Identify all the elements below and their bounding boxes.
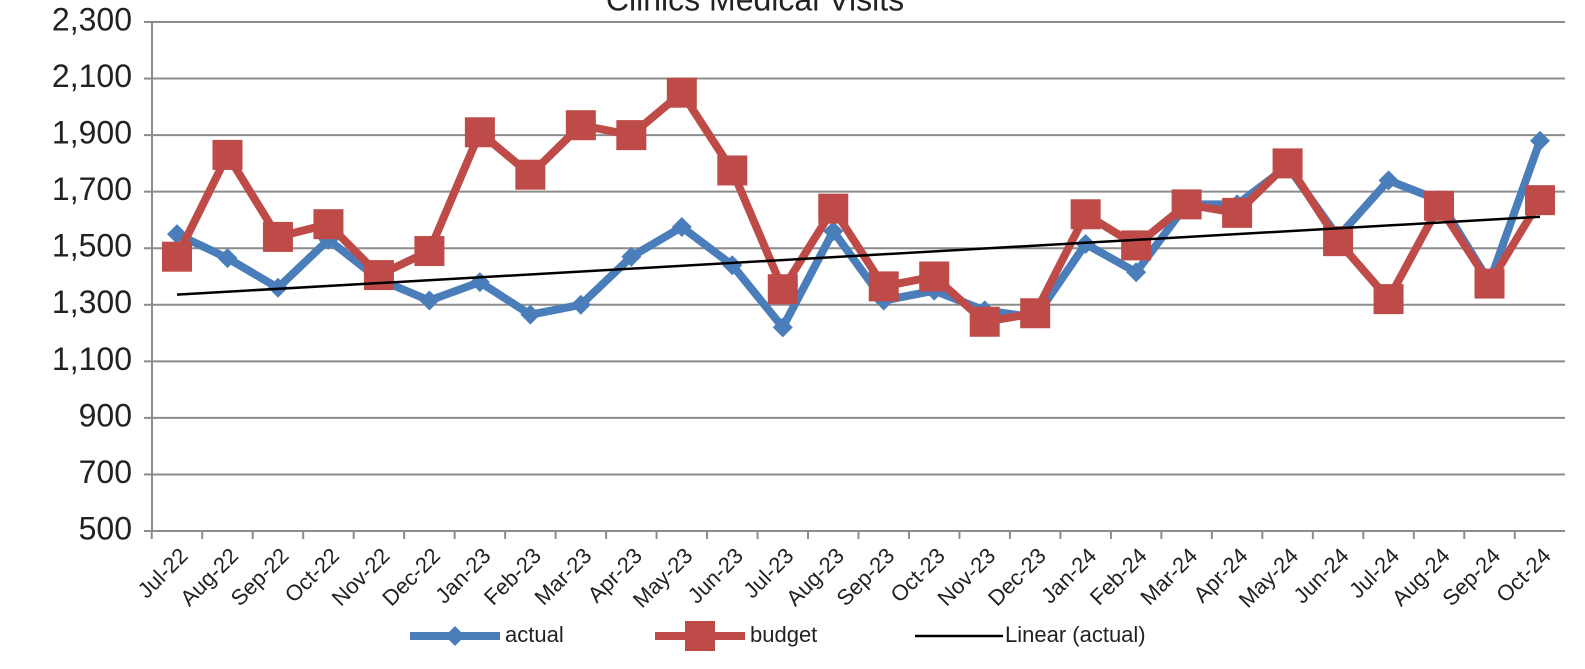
marker <box>1424 190 1455 221</box>
marker <box>313 209 344 240</box>
y-tick-label: 1,700 <box>52 171 132 207</box>
y-tick-label: 2,100 <box>52 58 132 94</box>
marker <box>666 77 697 108</box>
marker <box>621 246 642 267</box>
marker <box>262 221 293 252</box>
marker <box>520 304 541 325</box>
marker <box>1070 199 1101 230</box>
marker <box>616 120 647 151</box>
y-tick-label: 1,100 <box>52 341 132 377</box>
trendline <box>176 215 1541 296</box>
marker <box>1525 185 1555 216</box>
y-tick-label: 700 <box>79 454 132 490</box>
x-tick-label: Jun-23 <box>683 543 748 608</box>
marker <box>868 271 899 302</box>
marker <box>1373 284 1404 315</box>
legend-label: budget <box>750 622 817 647</box>
x-tick-label: Dec-23 <box>983 543 1051 611</box>
marker <box>1530 130 1550 151</box>
marker <box>767 274 798 305</box>
marker <box>1272 148 1303 179</box>
marker <box>1126 262 1147 283</box>
y-tick-label: 1,500 <box>52 228 132 264</box>
series-line <box>173 88 1544 326</box>
marker <box>1474 268 1505 299</box>
x-tick-label: Sep-24 <box>1437 543 1505 611</box>
marker <box>722 255 743 276</box>
marker <box>969 306 1000 337</box>
y-tick-label: 900 <box>79 397 132 433</box>
marker <box>772 317 793 338</box>
x-tick-label: Jun-24 <box>1288 543 1353 608</box>
legend-marker <box>685 621 715 651</box>
marker <box>717 155 748 186</box>
x-tick-label: Oct-24 <box>1491 543 1555 607</box>
y-tick-label: 500 <box>79 510 132 546</box>
marker <box>162 241 192 272</box>
legend-marker <box>445 626 465 646</box>
marker <box>1121 230 1152 261</box>
marker <box>414 236 445 267</box>
marker <box>1020 298 1051 329</box>
chart-title: Clinics Medical Visits <box>606 0 904 17</box>
marker <box>818 193 849 224</box>
marker <box>363 260 394 291</box>
marker <box>1171 189 1202 220</box>
x-tick-label: Dec-22 <box>377 543 445 611</box>
marker <box>419 290 440 311</box>
marker <box>919 261 950 292</box>
marker <box>217 248 238 269</box>
marker <box>1323 226 1354 257</box>
x-tick-label: Sep-22 <box>226 543 294 611</box>
x-tick-label: Sep-23 <box>832 543 900 611</box>
marker <box>570 294 591 315</box>
y-tick-label: 2,300 <box>52 1 132 37</box>
marker <box>464 117 495 148</box>
marker <box>1378 170 1399 191</box>
marker <box>515 159 546 190</box>
legend-label: Linear (actual) <box>1005 622 1146 647</box>
x-tick-label: Mar-23 <box>530 543 597 610</box>
x-tick-label: Mar-24 <box>1135 543 1202 610</box>
marker <box>212 139 243 170</box>
y-tick-label: 1,900 <box>52 115 132 151</box>
marker <box>1222 197 1253 228</box>
marker <box>671 217 692 238</box>
marker <box>823 221 844 242</box>
legend-label: actual <box>505 622 564 647</box>
y-tick-label: 1,300 <box>52 284 132 320</box>
marker <box>565 110 596 141</box>
